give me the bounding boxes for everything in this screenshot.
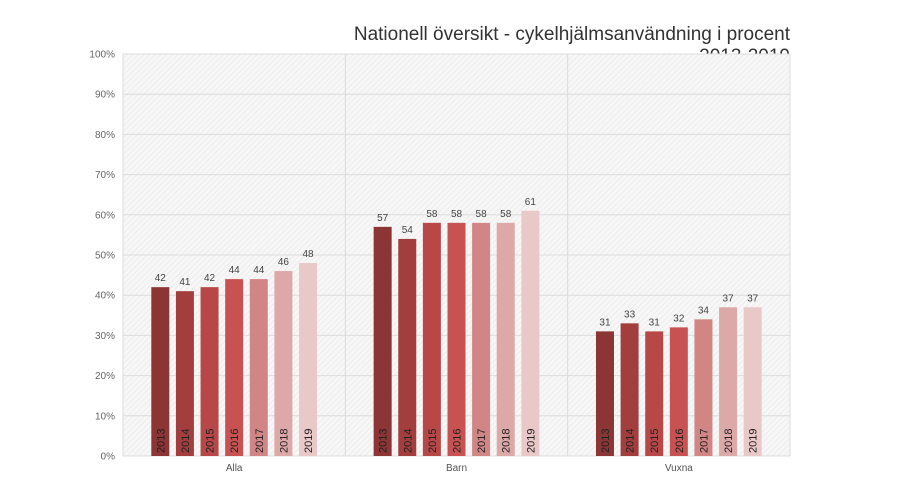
series-label: 2013 [155,429,167,453]
series-label: 2016 [674,429,686,453]
series-label: 2013 [600,429,612,453]
data-label: 34 [698,305,710,316]
bar [398,238,417,456]
bar [743,307,762,456]
bar [299,263,318,456]
series-label: 2018 [723,429,735,453]
data-label: 46 [278,257,290,268]
data-label: 42 [204,273,216,284]
bar [373,226,392,456]
bar [249,279,268,456]
series-label: 2018 [278,429,290,453]
bar [151,287,170,456]
series-label: 2019 [303,429,315,453]
bar [620,323,639,456]
data-label: 41 [179,277,191,288]
bar [422,222,441,456]
bar [669,327,688,456]
data-label: 37 [747,293,759,304]
bar [274,271,293,456]
series-label: 2017 [476,429,488,453]
series-label: 2015 [427,429,439,453]
data-label: 48 [302,249,314,260]
y-tick-label: 60% [95,210,115,221]
data-label: 31 [649,317,661,328]
x-category-label: Vuxna [665,463,693,474]
bar [472,222,491,456]
bar [521,210,540,456]
series-label: 2016 [229,429,241,453]
series-label: 2019 [748,429,760,453]
y-tick-label: 30% [95,331,115,342]
series-label: 2014 [625,429,637,453]
y-tick-label: 20% [95,371,115,382]
bar [719,307,738,456]
series-label: 2015 [205,429,217,453]
bar [496,222,515,456]
y-tick-label: 70% [95,170,115,181]
x-category-label: Barn [446,463,467,474]
data-label: 58 [500,209,512,220]
series-label: 2014 [402,429,414,453]
series-label: 2013 [378,429,390,453]
data-label: 37 [723,293,735,304]
data-label: 33 [624,309,636,320]
data-label: 61 [525,197,537,208]
series-label: 2014 [180,429,192,453]
x-category-label: Alla [226,463,243,474]
series-label: 2015 [649,429,661,453]
data-label: 58 [451,209,463,220]
data-label: 42 [155,273,167,284]
data-label: 44 [229,265,241,276]
bar [645,331,664,456]
data-label: 54 [402,225,414,236]
bar [694,319,713,456]
data-label: 32 [673,313,685,324]
data-label: 31 [599,317,611,328]
data-label: 58 [426,209,438,220]
data-label: 58 [476,209,488,220]
y-tick-label: 90% [95,90,115,101]
series-label: 2018 [501,429,513,453]
y-tick-label: 0% [101,452,116,463]
data-label: 57 [377,213,389,224]
bar [175,291,194,456]
series-label: 2017 [698,429,710,453]
bar [447,222,466,456]
series-label: 2016 [452,429,464,453]
series-label: 2019 [525,429,537,453]
bar [225,279,244,456]
y-tick-label: 80% [95,130,115,141]
series-label: 2017 [254,429,266,453]
data-label: 44 [253,265,265,276]
y-tick-label: 40% [95,291,115,302]
y-tick-label: 10% [95,411,115,422]
bar [595,331,614,456]
y-tick-label: 100% [89,50,115,61]
y-tick-label: 50% [95,251,115,262]
bar [200,287,219,456]
